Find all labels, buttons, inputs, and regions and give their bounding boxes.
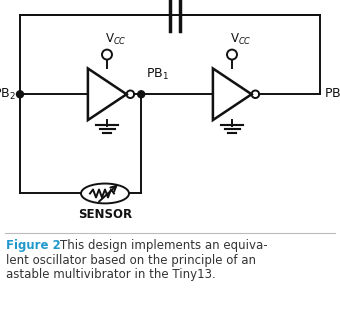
Text: SENSOR: SENSOR [78,208,132,221]
Text: V$_{CC}$: V$_{CC}$ [105,32,126,47]
Text: astable multivibrator in the Tiny13.: astable multivibrator in the Tiny13. [6,268,216,281]
Text: V$_{CC}$: V$_{CC}$ [230,32,252,47]
Circle shape [138,91,145,98]
Text: This design implements an equiva-: This design implements an equiva- [60,239,268,252]
Text: lent oscillator based on the principle of an: lent oscillator based on the principle o… [6,254,256,267]
Text: PB$_0$: PB$_0$ [324,87,340,102]
Text: Figure 2: Figure 2 [6,239,61,252]
Text: PB$_1$: PB$_1$ [146,67,169,82]
Circle shape [17,91,23,98]
Text: C$_1$: C$_1$ [178,0,193,3]
Text: PB$_2$: PB$_2$ [0,87,16,102]
